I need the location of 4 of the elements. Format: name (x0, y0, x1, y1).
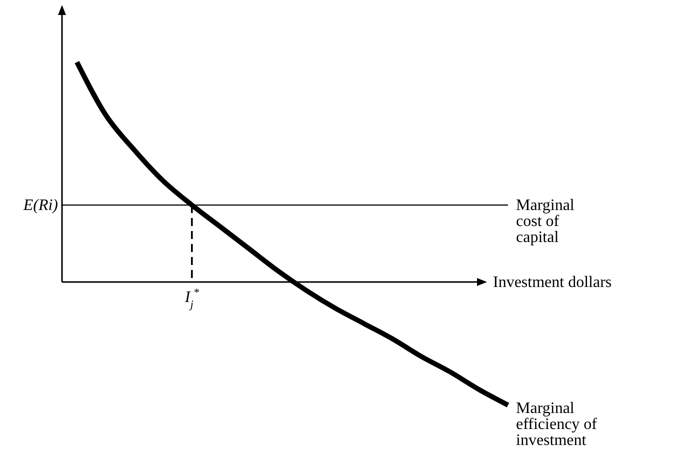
series-label: Marginal efficiency of investment (516, 400, 598, 450)
text: Marginal cost of capital (516, 197, 575, 246)
x-axis-title: Investment dollars (493, 274, 612, 291)
ref-line-label: E(Ri) (22, 197, 58, 214)
